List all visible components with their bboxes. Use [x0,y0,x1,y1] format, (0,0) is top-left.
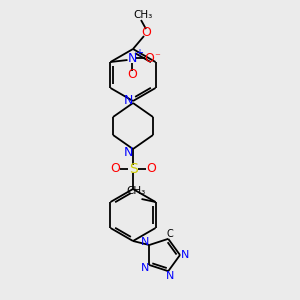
Text: N: N [141,237,149,247]
Text: S: S [129,162,137,176]
Text: O: O [110,163,120,176]
Text: N: N [181,250,190,260]
Text: ⁻: ⁻ [154,52,160,62]
Text: N: N [128,52,137,64]
Text: O: O [145,52,154,64]
Text: C: C [167,229,173,238]
Text: N: N [123,94,133,107]
Text: +: + [136,48,143,58]
Text: O: O [146,163,156,176]
Text: N: N [141,263,149,273]
Text: N: N [166,272,174,281]
Text: N: N [123,146,133,158]
Text: O: O [128,68,137,80]
Text: CH₃: CH₃ [134,10,153,20]
Text: CH₃: CH₃ [126,186,145,196]
Text: O: O [141,26,151,40]
